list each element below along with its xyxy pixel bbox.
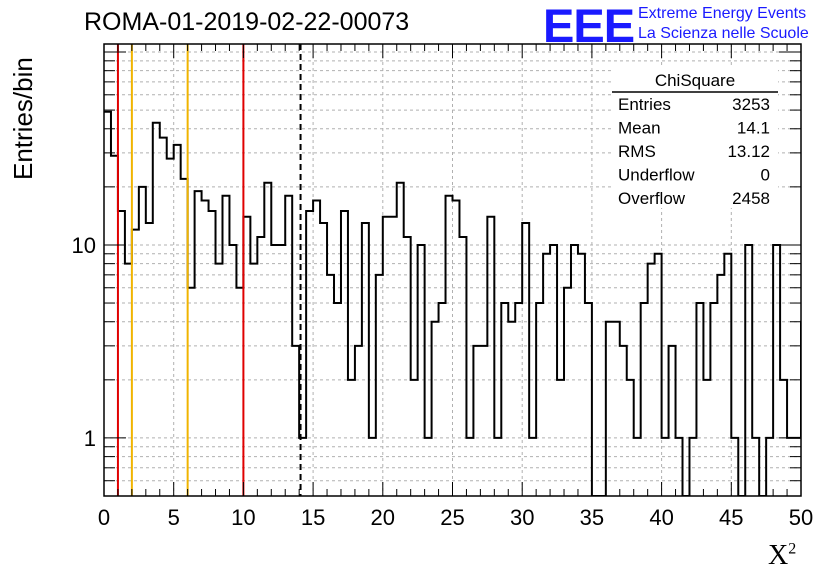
eee-logo-text: Extreme Energy Events La Scienza nelle S… (638, 4, 809, 44)
histogram-line (104, 110, 801, 496)
stats-name: ChiSquare (655, 71, 735, 90)
grid (104, 44, 801, 496)
x-tick-label: 5 (168, 505, 180, 530)
x-axis-label: X2 (768, 540, 796, 572)
x-tick-label: 10 (231, 505, 255, 530)
eee-logo: EEE (543, 0, 635, 52)
y-tick-label: 1 (84, 426, 96, 451)
stats-label: RMS (618, 142, 656, 161)
x-axis-label-superscript: 2 (788, 540, 797, 558)
y-tick-label: 10 (72, 233, 96, 258)
x-tick-label: 30 (510, 505, 534, 530)
stats-value: 3253 (732, 95, 770, 114)
logo-line-1: Extreme Energy Events (638, 5, 807, 22)
x-tick-label: 40 (649, 505, 673, 530)
stats-value: 0 (761, 166, 770, 185)
stats-label: Mean (618, 119, 661, 138)
stats-label: Overflow (618, 189, 686, 208)
stats-label: Underflow (618, 166, 695, 185)
x-tick-label: 45 (719, 505, 743, 530)
stats-value: 14.1 (737, 119, 770, 138)
histogram-title: ROMA-01-2019-02-22-00073 (84, 8, 410, 36)
x-tick-label: 20 (371, 505, 395, 530)
stats-label: Entries (618, 95, 671, 114)
x-tick-label: 50 (789, 505, 813, 530)
x-tick-label: 35 (580, 505, 604, 530)
x-tick-label: 25 (440, 505, 464, 530)
x-axis-label-symbol: X (768, 540, 789, 571)
logo-line-2: La Scienza nelle Scuole (638, 25, 809, 42)
stats-value: 2458 (732, 189, 770, 208)
stats-box: ChiSquare Entries 3253 Mean 14.1 RMS 13.12 Unde… (612, 68, 778, 208)
x-tick-label: 15 (301, 505, 325, 530)
stats-value: 13.12 (727, 142, 770, 161)
x-tick-label: 0 (98, 505, 110, 530)
